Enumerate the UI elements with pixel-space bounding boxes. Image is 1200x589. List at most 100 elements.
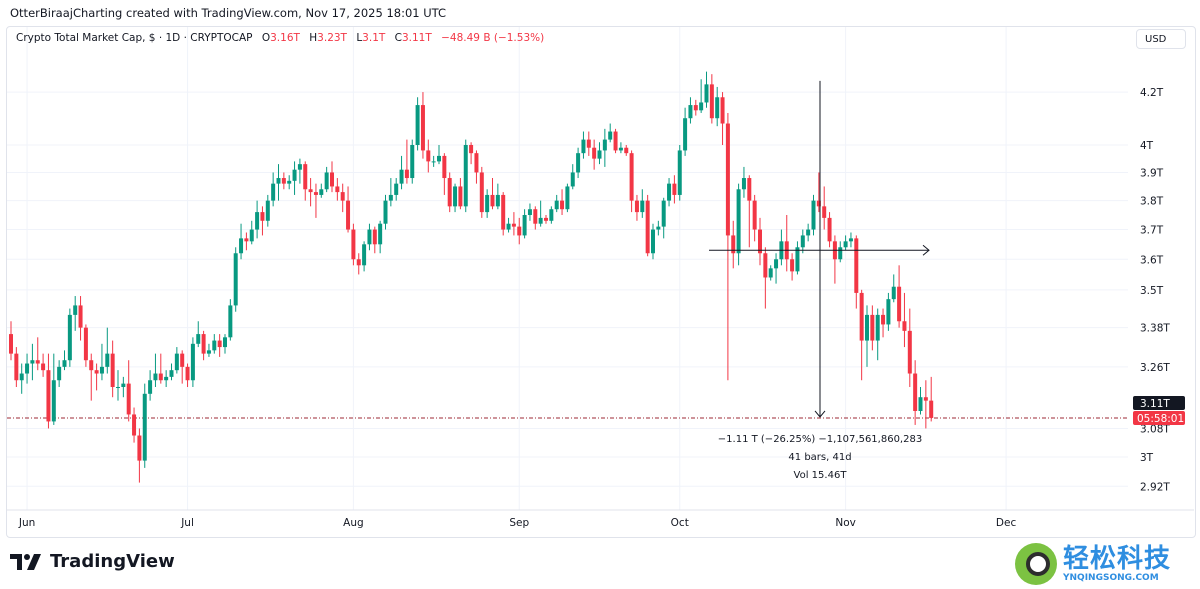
candle-body[interactable] — [795, 247, 800, 272]
candle-body[interactable] — [485, 194, 490, 213]
candle-body[interactable] — [206, 350, 211, 354]
candle-body[interactable] — [362, 244, 367, 266]
candle-body[interactable] — [324, 172, 329, 190]
candle-body[interactable] — [14, 353, 19, 381]
candle-body[interactable] — [656, 226, 661, 230]
candle-body[interactable] — [902, 321, 907, 331]
candle-body[interactable] — [426, 150, 431, 162]
candle-body[interactable] — [704, 84, 709, 103]
candle-body[interactable] — [747, 178, 752, 201]
candle-body[interactable] — [816, 200, 821, 207]
candle-body[interactable] — [741, 178, 746, 190]
candle-body[interactable] — [404, 169, 409, 179]
candle-body[interactable] — [51, 380, 56, 422]
candle-body[interactable] — [629, 153, 634, 201]
candle-body[interactable] — [875, 314, 880, 341]
candle-body[interactable] — [94, 370, 99, 374]
candle-body[interactable] — [800, 235, 805, 248]
candle-body[interactable] — [447, 178, 452, 207]
candle-body[interactable] — [758, 229, 762, 254]
tradingview-logo[interactable]: TradingView — [10, 551, 175, 572]
candle-body[interactable] — [255, 212, 260, 230]
candle-body[interactable] — [517, 226, 522, 236]
candle-body[interactable] — [677, 150, 682, 195]
candle-body[interactable] — [699, 102, 704, 111]
candle-body[interactable] — [121, 383, 126, 387]
candle-body[interactable] — [613, 131, 618, 151]
candle-body[interactable] — [688, 105, 693, 119]
candle-body[interactable] — [859, 292, 864, 341]
candle-body[interactable] — [9, 334, 13, 354]
candle-body[interactable] — [228, 305, 233, 338]
candle-body[interactable] — [672, 183, 677, 195]
currency-button[interactable]: USD — [1136, 29, 1186, 49]
candle-body[interactable] — [367, 229, 372, 245]
candle-body[interactable] — [249, 229, 254, 242]
candle-body[interactable] — [501, 194, 506, 230]
candle-body[interactable] — [527, 209, 532, 215]
candle-body[interactable] — [410, 145, 415, 179]
candle-body[interactable] — [351, 229, 356, 260]
candle-body[interactable] — [271, 183, 276, 201]
candle-body[interactable] — [132, 414, 137, 436]
candle-body[interactable] — [506, 223, 511, 230]
candle-body[interactable] — [105, 353, 110, 367]
candle-body[interactable] — [667, 183, 672, 201]
candle-body[interactable] — [180, 353, 185, 367]
candle-body[interactable] — [581, 139, 586, 154]
candle-body[interactable] — [624, 147, 629, 154]
candle-body[interactable] — [897, 286, 902, 322]
candle-body[interactable] — [158, 373, 163, 381]
candle-body[interactable] — [330, 172, 334, 187]
candle-body[interactable] — [511, 223, 516, 227]
candle-body[interactable] — [929, 400, 934, 418]
candle-body[interactable] — [870, 314, 875, 341]
candle-body[interactable] — [827, 217, 832, 242]
candle-body[interactable] — [442, 155, 447, 179]
candle-body[interactable] — [469, 145, 474, 154]
candle-body[interactable] — [223, 337, 227, 348]
candle-body[interactable] — [116, 386, 120, 388]
candle-body[interactable] — [57, 366, 62, 381]
candle-body[interactable] — [153, 373, 158, 381]
candle-body[interactable] — [137, 435, 142, 461]
candle-body[interactable] — [854, 238, 859, 293]
candle-body[interactable] — [725, 123, 730, 236]
candle-body[interactable] — [554, 200, 559, 210]
candle-body[interactable] — [239, 238, 244, 254]
candle-body[interactable] — [287, 180, 292, 184]
candle-body[interactable] — [731, 235, 736, 254]
candle-body[interactable] — [41, 363, 46, 371]
candle-body[interactable] — [201, 334, 206, 354]
candle-body[interactable] — [608, 131, 613, 140]
candle-body[interactable] — [164, 376, 169, 381]
candle-body[interactable] — [292, 169, 297, 181]
candle-body[interactable] — [709, 84, 714, 119]
candle-body[interactable] — [763, 253, 768, 278]
candle-body[interactable] — [774, 259, 779, 269]
candle-body[interactable] — [83, 327, 88, 361]
candle-body[interactable] — [431, 161, 436, 163]
candle-body[interactable] — [720, 97, 725, 124]
candle-body[interactable] — [843, 241, 848, 248]
candle-body[interactable] — [806, 229, 811, 236]
candle-body[interactable] — [346, 200, 351, 230]
candle-body[interactable] — [592, 147, 597, 159]
candle-body[interactable] — [479, 172, 484, 213]
candle-body[interactable] — [335, 186, 340, 193]
candle-body[interactable] — [790, 259, 795, 272]
candle-body[interactable] — [89, 360, 94, 371]
candle-body[interactable] — [313, 192, 318, 195]
candle-body[interactable] — [891, 286, 896, 300]
candle-body[interactable] — [565, 186, 570, 210]
candle-body[interactable] — [383, 200, 388, 224]
candle-body[interactable] — [233, 253, 238, 306]
candle-body[interactable] — [913, 373, 918, 411]
candle-body[interactable] — [811, 200, 816, 230]
candle-body[interactable] — [544, 217, 548, 221]
candle-body[interactable] — [586, 139, 591, 148]
candle-body[interactable] — [474, 153, 479, 173]
candle-body[interactable] — [169, 370, 174, 377]
candle-body[interactable] — [634, 200, 639, 213]
